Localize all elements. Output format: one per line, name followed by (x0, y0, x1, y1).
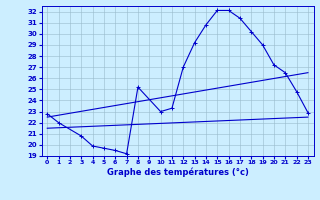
X-axis label: Graphe des températures (°c): Graphe des températures (°c) (107, 168, 249, 177)
